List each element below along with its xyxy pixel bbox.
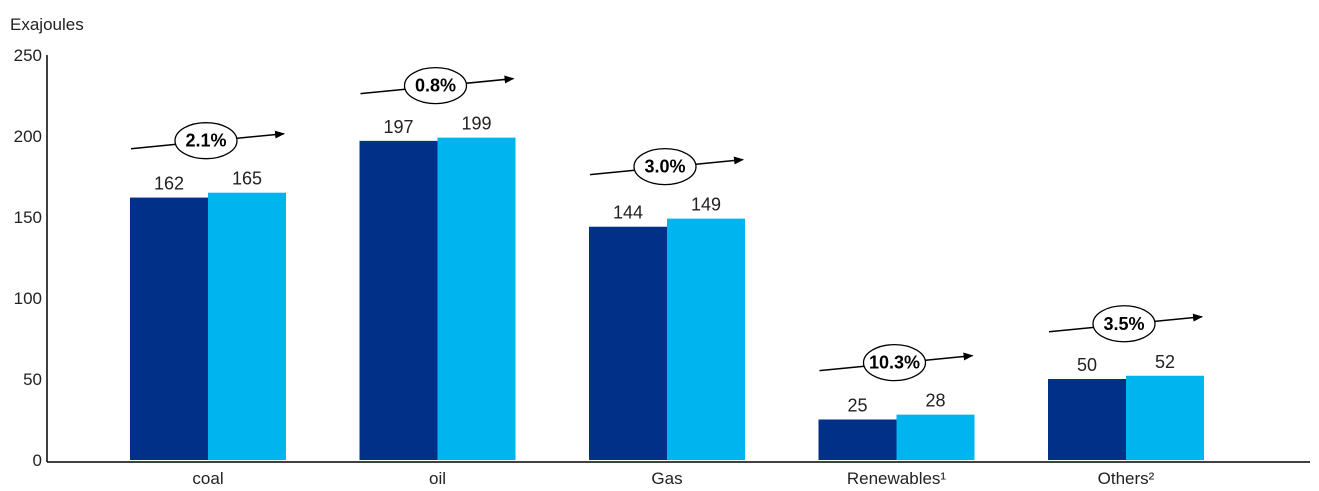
data-label: 197 — [383, 117, 413, 137]
growth-rate-label: 0.8% — [415, 76, 456, 96]
y-tick-label: 150 — [14, 208, 42, 227]
data-label: 199 — [461, 114, 491, 134]
x-tick-label: Others² — [1098, 469, 1155, 488]
growth-rate-label: 3.0% — [644, 157, 685, 177]
y-tick-label: 50 — [23, 370, 42, 389]
growth-annotation: 3.5% — [1048, 305, 1203, 343]
bar-series1-0 — [130, 197, 208, 460]
y-axis-ticks: 0 50 100 150 200 250 — [14, 46, 42, 470]
y-tick-label: 250 — [14, 46, 42, 65]
bar-series1-4 — [1048, 379, 1126, 460]
bar-series1-3 — [818, 419, 897, 460]
data-labels: 162 197 144 25 50 165 199 149 28 52 — [154, 114, 1175, 416]
bar-series2-2 — [667, 218, 745, 460]
growth-rate-label: 3.5% — [1103, 314, 1144, 334]
data-label: 162 — [154, 174, 184, 194]
growth-rate-label: 2.1% — [185, 131, 226, 151]
y-tick-label: 0 — [33, 451, 42, 470]
growth-annotation: 2.1% — [130, 122, 285, 160]
data-label: 149 — [691, 195, 721, 215]
x-axis-ticks: coal oil Gas Renewables¹ Others² — [192, 469, 1154, 488]
growth-oval — [174, 122, 238, 160]
growth-annotation: 3.0% — [589, 147, 744, 186]
growth-annotation: 10.3% — [819, 343, 974, 382]
growth-rate-label: 10.3% — [869, 353, 920, 373]
growth-annotations: 2.1% 0.8% 3.0% 10.3% 3.5% — [130, 66, 1203, 382]
bar-series1-1 — [359, 140, 438, 461]
growth-oval — [1092, 305, 1156, 343]
data-label: 50 — [1077, 355, 1097, 375]
bar-series1-2 — [589, 226, 667, 460]
growth-oval — [633, 147, 697, 186]
data-label: 144 — [613, 203, 643, 223]
bar-series2-0 — [208, 192, 286, 460]
x-tick-label: Gas — [651, 469, 682, 488]
data-label: 165 — [232, 169, 262, 189]
x-tick-label: oil — [429, 469, 446, 488]
x-tick-label: Renewables¹ — [847, 469, 947, 488]
bar-series2-4 — [1126, 375, 1204, 460]
bar-series2-1 — [437, 137, 516, 460]
growth-annotation: 0.8% — [360, 66, 515, 105]
bar-series2-3 — [896, 414, 975, 460]
data-label: 28 — [925, 391, 945, 411]
x-tick-label: coal — [192, 469, 223, 488]
data-label: 52 — [1155, 352, 1175, 372]
y-axis-label: Exajoules — [10, 15, 84, 34]
data-label: 25 — [847, 396, 867, 416]
y-tick-label: 200 — [14, 127, 42, 146]
bars — [130, 137, 1204, 461]
y-tick-label: 100 — [14, 289, 42, 308]
growth-oval — [403, 66, 468, 105]
growth-oval — [862, 343, 927, 382]
